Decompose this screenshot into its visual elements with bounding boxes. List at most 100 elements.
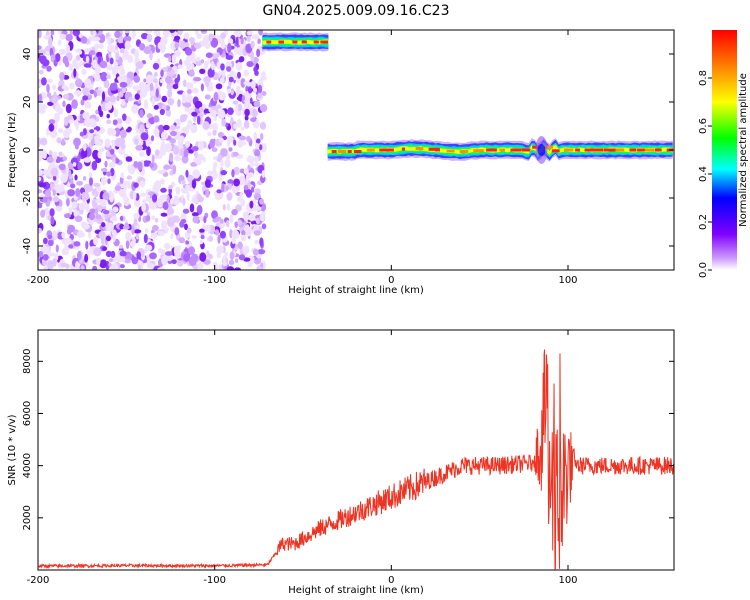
spectrogram-y-tick-label: 40 (22, 48, 33, 61)
noise-speckle (188, 69, 195, 77)
noise-speckle (253, 87, 258, 93)
noise-speckle (257, 249, 266, 255)
noise-speckle (133, 217, 138, 227)
signal-core (473, 149, 484, 153)
noise-speckle (135, 144, 144, 151)
noise-speckle (80, 99, 85, 106)
noise-speckle (100, 176, 108, 184)
noise-speckle (237, 241, 243, 250)
noise-speckle (185, 82, 194, 90)
spectrogram-y-tick-label: -20 (22, 190, 33, 206)
noise-speckle (55, 206, 63, 212)
noise-speckle (58, 151, 63, 157)
noise-speckle (98, 33, 106, 44)
noise-speckle (220, 148, 228, 157)
noise-speckle (107, 44, 115, 53)
noise-speckle (50, 216, 55, 225)
noise-speckle (79, 113, 83, 124)
noise-speckle (191, 212, 199, 217)
noise-speckle (213, 161, 218, 168)
snr-series-line (38, 349, 674, 570)
signal-core (353, 150, 362, 153)
noise-speckle (47, 239, 54, 247)
noise-speckle (259, 237, 264, 247)
noise-speckle (120, 172, 125, 179)
noise-speckle (73, 137, 81, 147)
noise-speckle (153, 128, 160, 135)
signal-core (459, 150, 469, 153)
noise-speckle (204, 94, 211, 100)
noise-speckle (245, 224, 250, 231)
noise-speckle (180, 219, 187, 224)
noise-speckle (134, 49, 140, 60)
noise-speckle (200, 234, 205, 240)
signal-core (388, 148, 394, 152)
noise-speckle (62, 94, 70, 100)
noise-speckle (88, 133, 93, 141)
noise-speckle (52, 196, 60, 203)
noise-speckle (124, 259, 131, 264)
noise-speckle (237, 196, 242, 202)
noise-speckle (138, 265, 142, 270)
noise-speckle (74, 90, 82, 96)
noise-speckle (38, 69, 44, 75)
signal-core (551, 149, 560, 153)
noise-speckle (170, 68, 175, 76)
noise-speckle (179, 135, 185, 143)
noise-speckle (214, 195, 223, 200)
noise-speckle (236, 118, 242, 128)
noise-speckle (74, 174, 78, 181)
noise-speckle (143, 233, 148, 244)
noise-speckle (122, 113, 127, 121)
noise-speckle (59, 33, 66, 40)
noise-speckle (102, 246, 108, 251)
noise-speckle (47, 234, 53, 240)
noise-speckle (78, 50, 83, 55)
noise-speckle (125, 231, 131, 241)
noise-speckle (125, 156, 133, 162)
noise-speckle (180, 114, 188, 119)
noise-speckle (72, 162, 77, 167)
noise-speckle (92, 59, 98, 69)
noise-speckle (255, 217, 260, 225)
noise-speckle (170, 124, 176, 131)
noise-speckle (169, 198, 174, 205)
signal-disturbance-core (537, 144, 546, 156)
noise-speckle (139, 109, 144, 119)
noise-speckle (226, 88, 232, 94)
noise-speckle (110, 262, 119, 270)
noise-speckle (165, 75, 173, 84)
noise-speckle (231, 209, 238, 216)
noise-speckle (177, 74, 181, 82)
noise-speckle (56, 137, 62, 144)
noise-speckle (250, 40, 255, 49)
noise-speckle (171, 215, 180, 223)
noise-speckle (258, 30, 263, 36)
noise-speckle (209, 138, 215, 149)
noise-speckle (112, 233, 116, 243)
noise-speckle (92, 135, 101, 145)
noise-speckle (143, 99, 148, 110)
noise-speckle (243, 257, 251, 262)
noise-speckle (206, 170, 214, 176)
signal-core (654, 148, 662, 152)
noise-speckle (108, 258, 114, 263)
noise-speckle (75, 63, 80, 70)
colorbar (712, 30, 737, 270)
noise-speckle (178, 30, 183, 36)
noise-speckle (133, 198, 141, 208)
noise-speckle (151, 154, 155, 164)
noise-speckle (149, 162, 155, 168)
noise-speckle (111, 139, 116, 144)
noise-speckle (94, 43, 100, 48)
noise-speckle (173, 245, 180, 256)
noise-speckle (247, 87, 253, 94)
noise-speckle (243, 120, 250, 129)
noise-speckle (211, 147, 218, 152)
noise-speckle (118, 148, 126, 155)
noise-speckle (226, 266, 235, 270)
noise-speckle (104, 138, 111, 148)
noise-speckle (150, 135, 155, 142)
noise-speckle (129, 240, 136, 248)
noise-speckle (228, 147, 233, 152)
